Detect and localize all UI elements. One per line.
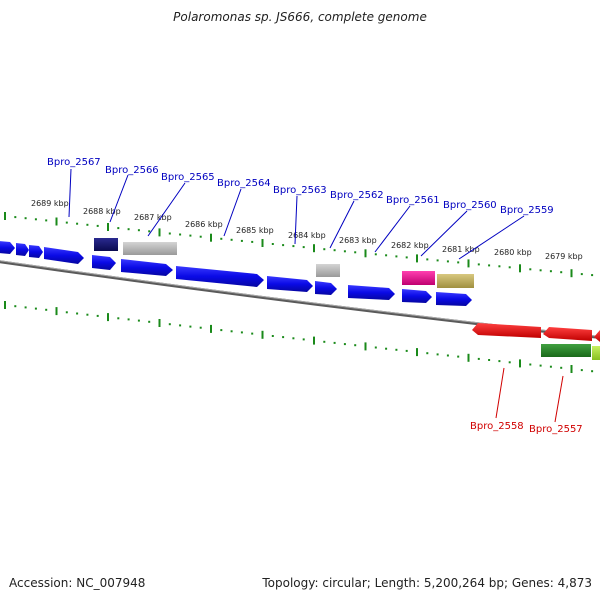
kbp-label: 2684 kbp: [288, 231, 326, 240]
gene-arrow-blue[interactable]: [44, 247, 84, 264]
leader-line: [420, 210, 468, 257]
gene-arrow-red[interactable]: [472, 323, 541, 338]
gene-label[interactable]: Bpro_2566: [105, 165, 159, 176]
gene-arrow-blue[interactable]: [29, 245, 43, 258]
gene-label[interactable]: Bpro_2567: [47, 157, 101, 168]
gene-arrow-red[interactable]: [594, 330, 600, 342]
kbp-label: 2687 kbp: [134, 213, 172, 222]
gene-box-gray[interactable]: [316, 264, 340, 277]
gene-arrow-blue[interactable]: [176, 266, 264, 287]
genome-summary-text: Topology: circular; Length: 5,200,264 bp…: [262, 576, 592, 590]
leader-line: [374, 205, 411, 253]
accession-text: Accession: NC_007948: [9, 576, 146, 590]
kbp-label: 2679 kbp: [545, 252, 583, 261]
gene-label[interactable]: Bpro_2559: [500, 205, 554, 216]
leader-line: [329, 200, 355, 249]
gene-arrow-red[interactable]: [543, 327, 592, 341]
gene-box-gray[interactable]: [123, 242, 177, 255]
gene-arrow-blue[interactable]: [402, 289, 432, 303]
kbp-label: 2689 kbp: [31, 199, 69, 208]
gene-label[interactable]: Bpro_2563: [273, 185, 327, 196]
forward-genes-row-2: [92, 255, 474, 306]
gene-arrow-blue[interactable]: [121, 259, 173, 276]
leader-line: [109, 174, 129, 223]
kbp-label: 2685 kbp: [236, 226, 274, 235]
forward-genes-row-1: [0, 238, 177, 264]
reverse-genes: [472, 323, 600, 360]
forward-label-leaders: [68, 168, 525, 260]
kbp-label: 2680 kbp: [494, 248, 532, 257]
kbp-label: 2682 kbp: [391, 241, 429, 250]
gene-arrow-blue[interactable]: [16, 243, 29, 256]
gene-box-navy[interactable]: [94, 238, 118, 251]
gene-label[interactable]: Bpro_2558: [470, 421, 524, 432]
gene-label[interactable]: Bpro_2560: [443, 200, 497, 211]
ruler-inner: [4, 301, 594, 373]
kbp-label: 2686 kbp: [185, 220, 223, 229]
leader-line: [68, 168, 72, 218]
map-title: Polaromonas sp. JS666, complete genome: [173, 10, 427, 24]
gene-label[interactable]: Bpro_2565: [161, 172, 215, 183]
gene-arrow-blue[interactable]: [0, 241, 15, 254]
leader-line: [495, 367, 505, 419]
gene-box-green[interactable]: [541, 344, 591, 357]
leader-line: [223, 188, 242, 237]
gene-box-olive[interactable]: [437, 274, 474, 288]
reverse-gene-labels: Bpro_2558 Bpro_2557: [470, 421, 583, 435]
gene-arrow-blue[interactable]: [348, 285, 395, 300]
gene-label[interactable]: Bpro_2561: [386, 195, 440, 206]
kbp-label: 2683 kbp: [339, 236, 377, 245]
gene-label[interactable]: Bpro_2562: [330, 190, 384, 201]
forward-gene-labels: Bpro_2567 Bpro_2566 Bpro_2565 Bpro_2564 …: [47, 157, 554, 216]
kbp-label: 2688 kbp: [83, 207, 121, 216]
leader-line: [554, 375, 564, 423]
leader-line: [147, 182, 186, 237]
gene-label[interactable]: Bpro_2557: [529, 424, 583, 435]
gene-arrow-blue[interactable]: [92, 255, 116, 270]
ruler-outer: [4, 212, 594, 278]
leader-line: [294, 195, 298, 245]
leader-line: [458, 215, 525, 260]
kbp-label: 2681 kbp: [442, 245, 480, 254]
gene-label[interactable]: Bpro_2564: [217, 178, 271, 189]
reverse-label-leaders: [495, 367, 564, 423]
gene-arrow-blue[interactable]: [267, 276, 313, 292]
gene-box-lime[interactable]: [592, 346, 600, 360]
gene-arrow-blue[interactable]: [315, 281, 337, 295]
gene-box-magenta[interactable]: [402, 271, 435, 285]
kbp-labels: 2689 kbp 2688 kbp 2687 kbp 2686 kbp 2685…: [31, 199, 583, 261]
gene-arrow-blue[interactable]: [436, 292, 472, 306]
